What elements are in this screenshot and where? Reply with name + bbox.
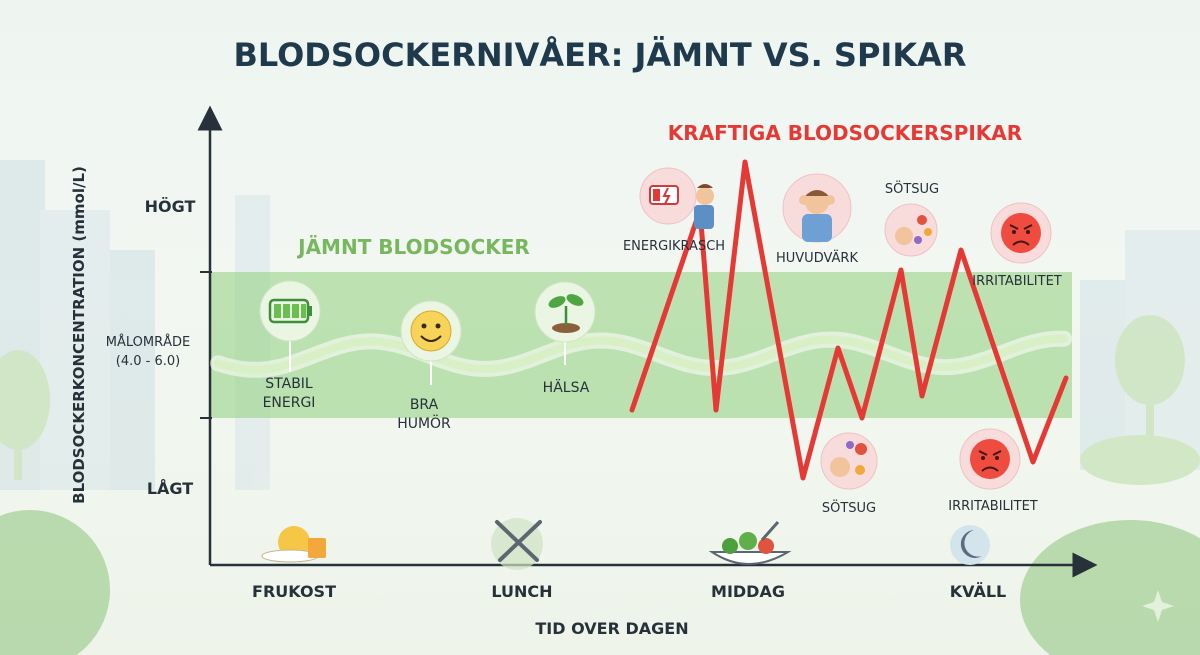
candy-hand-icon	[884, 203, 938, 257]
annotation-health: HÄLSA	[543, 378, 590, 396]
x-axis-title: TID OVER DAGEN	[535, 619, 688, 638]
tired-person-icon	[694, 184, 714, 229]
x-label-middag: MIDDAG	[711, 582, 785, 601]
headache-person-icon	[782, 173, 852, 243]
annotation-stable-energy-line2: ENERGI	[263, 395, 316, 411]
sparkle-icon	[1142, 590, 1174, 622]
annotation-irritability-top: IRRITABILITET	[972, 274, 1062, 289]
annotation-craving-top: SÖTSUG	[885, 180, 939, 197]
y-axis-title: BLODSOCKERKONCENTRATION (mmol/L)	[70, 166, 88, 504]
smooth-series-label: JÄMNT BLODSOCKER	[296, 235, 530, 259]
x-label-kvall: KVÄLL	[950, 582, 1006, 601]
breakfast-icon	[261, 526, 326, 563]
annotation-irritability-bottom: IRRITABILITET	[948, 499, 1038, 514]
angry-face-icon-low	[959, 428, 1021, 490]
spike-series-label: KRAFTIGA BLODSOCKERSPIKAR	[668, 121, 1022, 145]
annotation-good-mood-line2: HUMÖR	[397, 414, 451, 432]
moon-icon	[950, 525, 990, 565]
chart-title: BLODSOCKERNIVÅER: JÄMNT VS. SPIKAR	[233, 36, 966, 74]
fork-knife-icon	[491, 518, 543, 570]
low-battery-icon	[639, 167, 697, 225]
candy-hand-icon-low	[820, 432, 878, 490]
y-label-low: LÅGT	[147, 479, 193, 498]
x-label-frukost: FRUKOST	[252, 582, 336, 601]
angry-face-icon	[990, 202, 1052, 264]
annotation-good-mood-line1: BRA	[410, 397, 439, 413]
annotation-stable-energy-line1: STABIL	[265, 376, 313, 392]
y-label-target-line2: (4.0 - 6.0)	[116, 354, 180, 369]
x-label-lunch: LUNCH	[491, 582, 552, 601]
smiley-face-icon	[400, 300, 462, 385]
y-label-target-line1: MÅLOMRÅDE	[106, 334, 191, 350]
annotation-craving-bottom: SÖTSUG	[822, 499, 876, 516]
background-decoration	[0, 160, 1200, 655]
salad-bowl-icon	[708, 521, 792, 565]
sprout-icon	[534, 281, 596, 365]
spike-series-line	[629, 159, 1069, 481]
battery-full-icon	[259, 280, 321, 372]
annotation-energy-crash: ENERGIKRASCH	[623, 239, 725, 254]
smooth-series-line	[214, 334, 1068, 374]
y-label-high: HÖGT	[145, 197, 196, 216]
annotation-headache: HUVUDVÄRK	[776, 250, 858, 266]
